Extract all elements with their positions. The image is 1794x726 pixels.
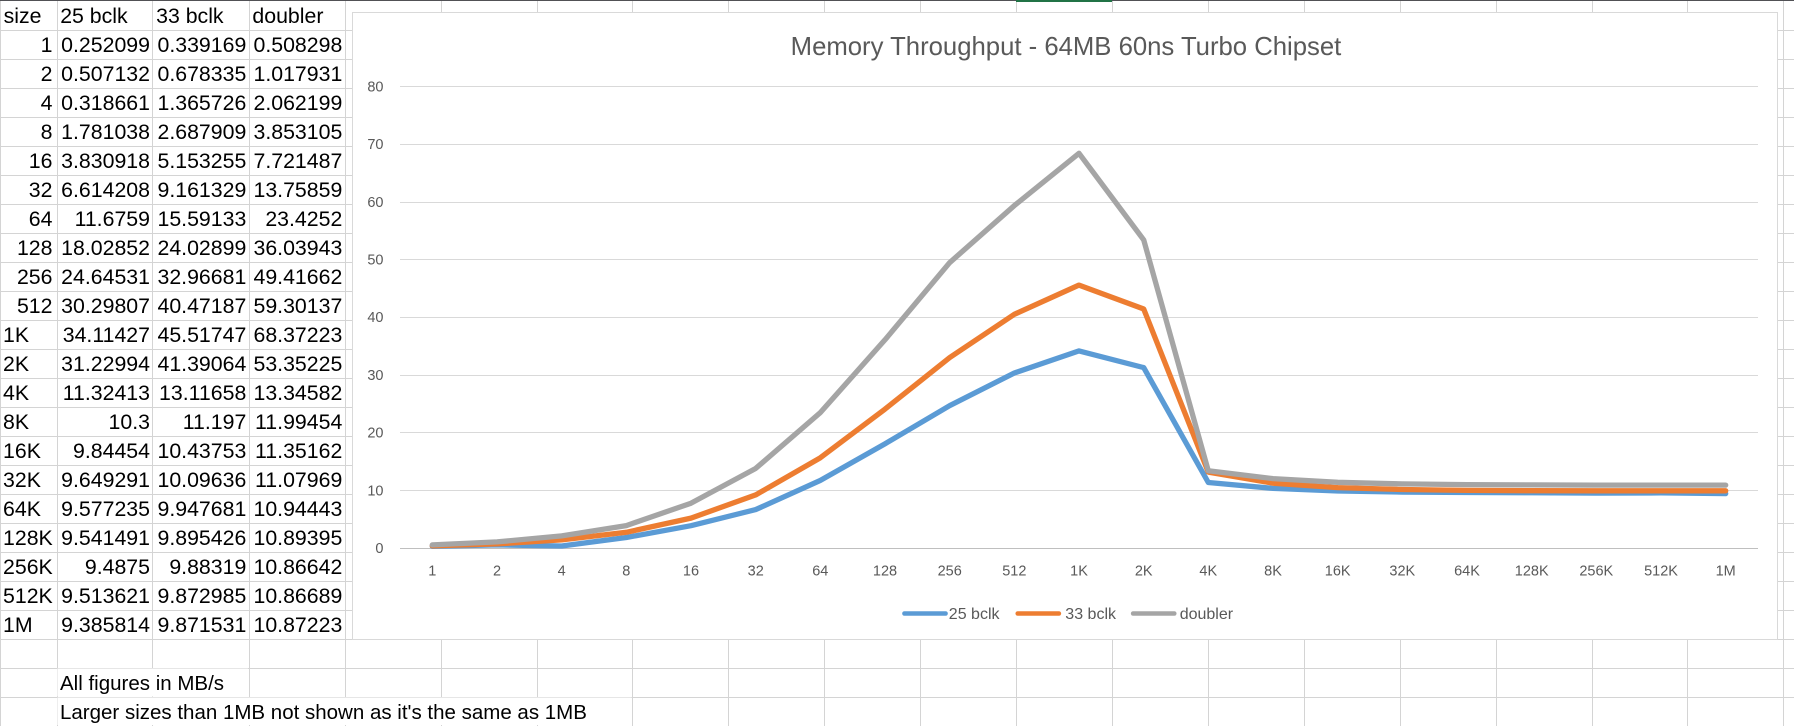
svg-text:64: 64: [812, 564, 828, 580]
svg-text:60: 60: [367, 195, 383, 211]
svg-text:16: 16: [683, 564, 699, 580]
svg-text:512: 512: [1002, 564, 1026, 580]
svg-text:50: 50: [367, 253, 383, 269]
svg-text:40: 40: [367, 310, 383, 326]
svg-text:2K: 2K: [1135, 564, 1153, 580]
svg-text:128: 128: [873, 564, 897, 580]
svg-text:32K: 32K: [1389, 564, 1415, 580]
svg-text:1: 1: [428, 564, 436, 580]
svg-text:4: 4: [558, 564, 566, 580]
svg-text:70: 70: [367, 137, 383, 153]
svg-text:0: 0: [375, 541, 383, 557]
svg-text:1M: 1M: [1716, 564, 1736, 580]
svg-text:Memory Throughput - 64MB 60ns: Memory Throughput - 64MB 60ns Turbo Chip…: [791, 33, 1342, 61]
svg-text:16K: 16K: [1325, 564, 1351, 580]
svg-text:30: 30: [367, 368, 383, 384]
svg-text:4K: 4K: [1199, 564, 1217, 580]
svg-text:8: 8: [622, 564, 630, 580]
svg-text:25 bclk: 25 bclk: [949, 606, 1001, 623]
svg-text:8K: 8K: [1264, 564, 1282, 580]
svg-text:20: 20: [367, 426, 383, 442]
svg-text:128K: 128K: [1515, 564, 1549, 580]
svg-text:32: 32: [748, 564, 764, 580]
svg-text:1K: 1K: [1070, 564, 1088, 580]
svg-text:80: 80: [367, 79, 383, 95]
svg-text:256K: 256K: [1579, 564, 1613, 580]
svg-text:64K: 64K: [1454, 564, 1480, 580]
svg-text:256: 256: [938, 564, 962, 580]
svg-text:doubler: doubler: [1180, 606, 1234, 623]
svg-text:512K: 512K: [1644, 564, 1678, 580]
svg-text:10: 10: [367, 483, 383, 499]
svg-text:2: 2: [493, 564, 501, 580]
svg-text:33 bclk: 33 bclk: [1065, 606, 1117, 623]
